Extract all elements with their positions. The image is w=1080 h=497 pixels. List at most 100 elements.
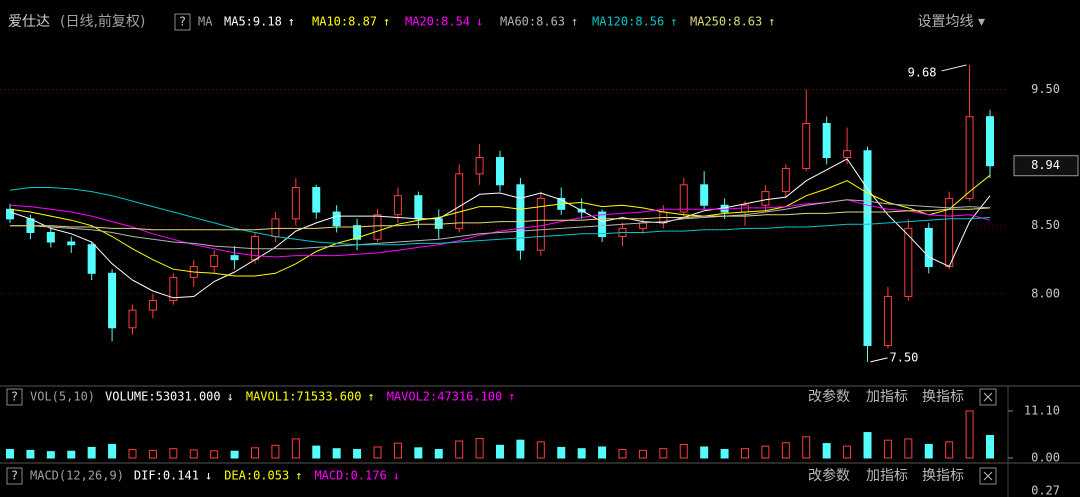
candle-body: [945, 197, 954, 268]
panel-legend: DIF:0.141: [134, 469, 199, 483]
candle-body: [822, 123, 831, 159]
volume-bar: [822, 443, 831, 459]
volume-bar: [761, 445, 770, 459]
candle-body: [986, 116, 994, 167]
ma-legend: MA60:8.63: [500, 15, 565, 29]
volume-bar: [577, 448, 586, 459]
ma-legend: MA20:8.54: [405, 15, 470, 29]
candle-body: [496, 157, 504, 186]
panel-button[interactable]: 改参数: [808, 388, 850, 405]
candle-body: [455, 173, 464, 229]
candle-body: [741, 204, 749, 213]
volume-bar: [638, 449, 647, 459]
volume-bar: [6, 449, 14, 459]
volume-bar: [108, 443, 117, 459]
ma-trend: ↓: [476, 15, 483, 29]
panel-button[interactable]: 改参数: [808, 467, 850, 484]
candle-body: [148, 300, 157, 311]
volume-bar: [598, 446, 607, 459]
candle-body: [863, 150, 872, 347]
volume-tick-label: 11.10: [1024, 403, 1060, 417]
candle-body: [761, 191, 770, 206]
close-icon[interactable]: [983, 392, 993, 402]
panel-trend: ↓: [227, 390, 234, 404]
help[interactable]: ?: [11, 390, 18, 404]
ma-trend: ↑: [288, 15, 295, 29]
panel-legend: MAVOL2:47316.100: [387, 390, 503, 404]
volume-bar: [618, 449, 627, 459]
high-arrow: [941, 64, 967, 72]
volume-bar: [26, 449, 35, 459]
panel-trend: ↑: [367, 390, 374, 404]
volume-bar: [434, 449, 443, 459]
ma-trend: ↑: [383, 15, 390, 29]
candle-body: [781, 167, 790, 193]
volume-tick-label: 0.00: [1031, 451, 1060, 465]
volume-bar: [251, 447, 259, 459]
help-box[interactable]: [6, 467, 23, 485]
volume-bar: [169, 448, 178, 459]
panel-button[interactable]: 加指标: [866, 468, 908, 484]
help-box[interactable]: [174, 13, 191, 31]
panel-title: MACD(12,26,9): [30, 469, 124, 483]
help[interactable]: ?: [11, 469, 18, 483]
candle-body: [475, 157, 484, 175]
current-price: 8.94: [1031, 158, 1060, 172]
volume-bar: [353, 449, 362, 459]
candle-body: [312, 187, 321, 213]
candle-body: [67, 241, 76, 246]
volume-bar: [883, 439, 892, 459]
volume-bar: [67, 450, 76, 459]
close-icon[interactable]: [983, 471, 993, 481]
candle-body: [271, 218, 280, 238]
price-box: [1013, 155, 1079, 177]
close-box[interactable]: [979, 467, 997, 485]
candle-body: [883, 295, 892, 347]
panel-legend: MAVOL1:71533.600: [246, 390, 362, 404]
candle-body: [332, 211, 341, 227]
panel-button[interactable]: 换指标: [922, 467, 964, 484]
candle-body: [598, 211, 607, 238]
candle-body: [353, 225, 362, 240]
volume-bar: [924, 443, 933, 459]
volume-bar: [393, 442, 402, 459]
candle-body: [536, 197, 545, 251]
volume-bar: [965, 410, 974, 459]
close-box[interactable]: [979, 388, 997, 406]
candle-body: [516, 184, 525, 251]
ma-line: [9, 158, 991, 299]
panel-button[interactable]: 加指标: [866, 389, 908, 405]
volume-bar: [986, 435, 994, 459]
panel-button[interactable]: 换指标: [922, 388, 964, 405]
volume-bar: [720, 449, 729, 459]
ma-line: [9, 187, 991, 246]
volume-bar: [291, 438, 300, 459]
candle-body: [638, 222, 647, 229]
panel-trend: ↓: [393, 469, 400, 483]
volume-bar: [536, 441, 545, 459]
y-tick-label: 9.50: [1031, 82, 1060, 96]
candle-body: [373, 214, 382, 240]
candle-body: [802, 123, 811, 169]
ma-line: [10, 199, 991, 250]
candle-body: [679, 184, 688, 213]
volume-bar: [332, 448, 341, 459]
macd-tick-label: 0.27: [1031, 484, 1060, 497]
panel-legend: DEA:0.053: [224, 469, 289, 483]
volume-bar: [87, 446, 96, 459]
volume-bar: [455, 440, 464, 459]
volume-bar: [945, 441, 954, 459]
ma-settings[interactable]: 设置均线 ▾: [918, 14, 985, 30]
volume-bar: [373, 446, 382, 459]
chart-mode: (日线,前复权): [60, 13, 145, 30]
candle-body: [965, 116, 974, 199]
candle-body: [414, 195, 423, 220]
volume-bar: [904, 438, 913, 459]
candle-body: [904, 227, 913, 297]
candle-body: [230, 255, 239, 261]
help-box[interactable]: [6, 388, 23, 406]
volume-bar: [496, 444, 504, 459]
help[interactable]: ?: [179, 15, 186, 29]
ma-legend: MA5:9.18: [224, 15, 282, 29]
panel-legend: VOLUME:53031.000: [105, 390, 221, 404]
